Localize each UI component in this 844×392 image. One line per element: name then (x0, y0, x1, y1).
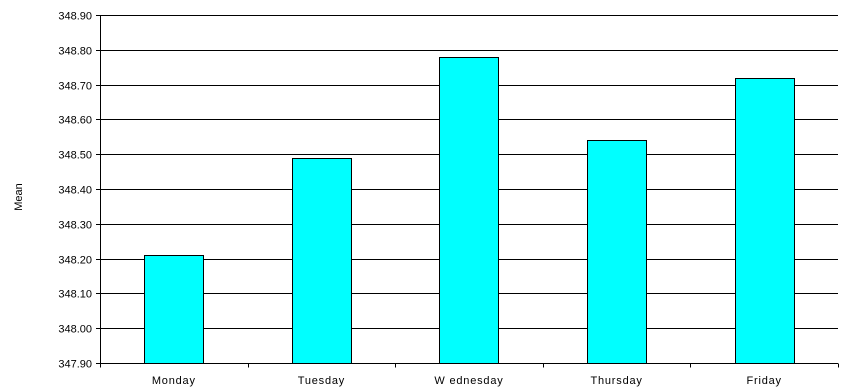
x-tick-label: Thursday (590, 375, 642, 387)
y-tick-label: 348.30 (58, 220, 92, 232)
y-tick-label: 348.00 (58, 324, 92, 336)
y-tick-label: 347.90 (58, 359, 92, 371)
bar-tuesday (292, 158, 352, 364)
bar-wednesday (439, 57, 499, 364)
y-tick-label: 348.10 (58, 289, 92, 301)
x-tick-label: W ednesday (434, 375, 503, 387)
y-tick-label: 348.20 (58, 255, 92, 267)
x-tick-label: Monday (152, 375, 196, 387)
bar-monday (144, 255, 204, 364)
bar-thursday (587, 140, 647, 364)
y-tick-label: 348.70 (58, 81, 92, 93)
y-axis-title: Mean (13, 183, 25, 211)
axes (96, 15, 839, 368)
y-tick-label: 348.40 (58, 185, 92, 197)
y-tick-label: 348.90 (58, 11, 92, 23)
bars (144, 57, 795, 364)
x-tick-label: Friday (747, 375, 782, 387)
y-tick-labels: 347.90 348.00 348.10 348.20 348.30 348.40 348.… (58, 11, 92, 371)
y-tick-label: 348.50 (58, 150, 92, 162)
x-tick-labels: Monday Tuesday W ednesday Thursday Friday (152, 375, 782, 387)
y-tick-label: 348.80 (58, 46, 92, 58)
x-tick-label: Tuesday (298, 375, 345, 387)
bar-friday (735, 78, 795, 364)
y-tick-label: 348.60 (58, 115, 92, 127)
